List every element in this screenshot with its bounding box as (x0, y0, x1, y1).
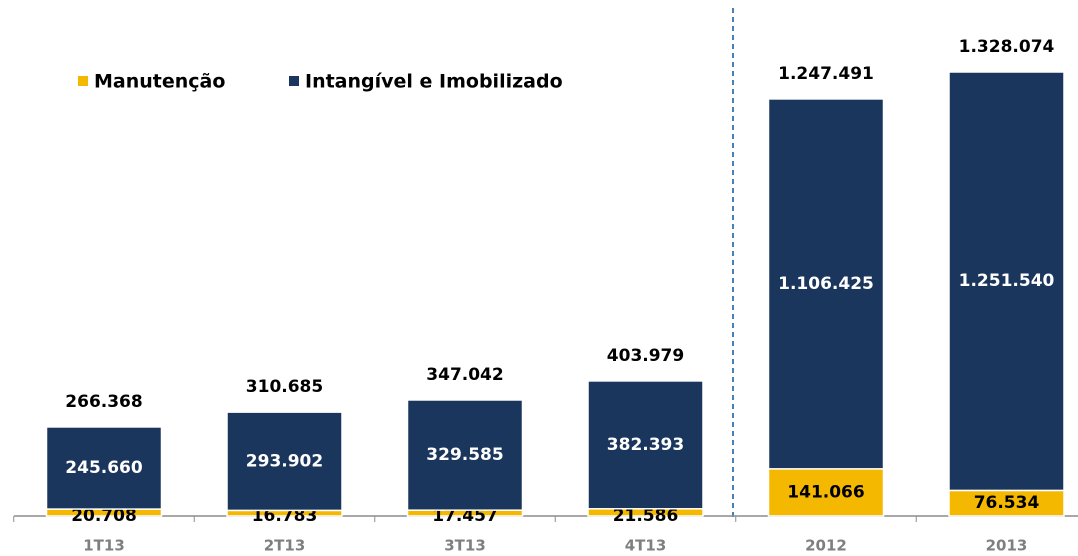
x-tick-label: 4T13 (625, 537, 667, 555)
total-label: 1.328.074 (959, 37, 1055, 57)
bar-segment (587, 380, 704, 510)
bar-segment (767, 98, 885, 470)
value-label: 21.586 (613, 506, 679, 526)
bar-segment (406, 399, 524, 511)
legend-swatch (289, 76, 299, 86)
value-label: 245.660 (65, 458, 143, 478)
value-label: 141.066 (787, 482, 864, 502)
legend-label: Intangível e Imobilizado (305, 71, 563, 93)
bar-segment (45, 426, 163, 510)
total-label: 347.042 (426, 365, 503, 385)
x-tick-label: 1T13 (83, 537, 125, 555)
total-label: 266.368 (65, 392, 142, 412)
legend-swatch (78, 76, 88, 86)
value-label: 382.393 (607, 435, 684, 455)
value-label: 1.251.540 (959, 271, 1055, 291)
total-label: 1.247.491 (778, 64, 874, 84)
x-tick-label: 3T13 (444, 537, 486, 555)
bar-segment (948, 71, 1065, 492)
total-label: 310.685 (246, 377, 323, 397)
value-label: 329.585 (426, 445, 503, 465)
value-label: 1.106.425 (778, 274, 874, 294)
x-tick-label: 2T13 (264, 537, 306, 555)
bar-segment (767, 468, 885, 517)
legend-label: Manutenção (94, 71, 225, 93)
bar-segment (226, 411, 343, 512)
value-label: 76.534 (974, 493, 1040, 513)
total-label: 403.979 (607, 346, 684, 366)
value-label: 17.457 (432, 506, 498, 526)
x-tick-label: 2013 (986, 537, 1028, 555)
value-label: 293.902 (246, 451, 323, 471)
value-label: 20.708 (71, 506, 137, 526)
x-tick-label: 2012 (805, 537, 847, 555)
bar-segment (948, 489, 1065, 517)
